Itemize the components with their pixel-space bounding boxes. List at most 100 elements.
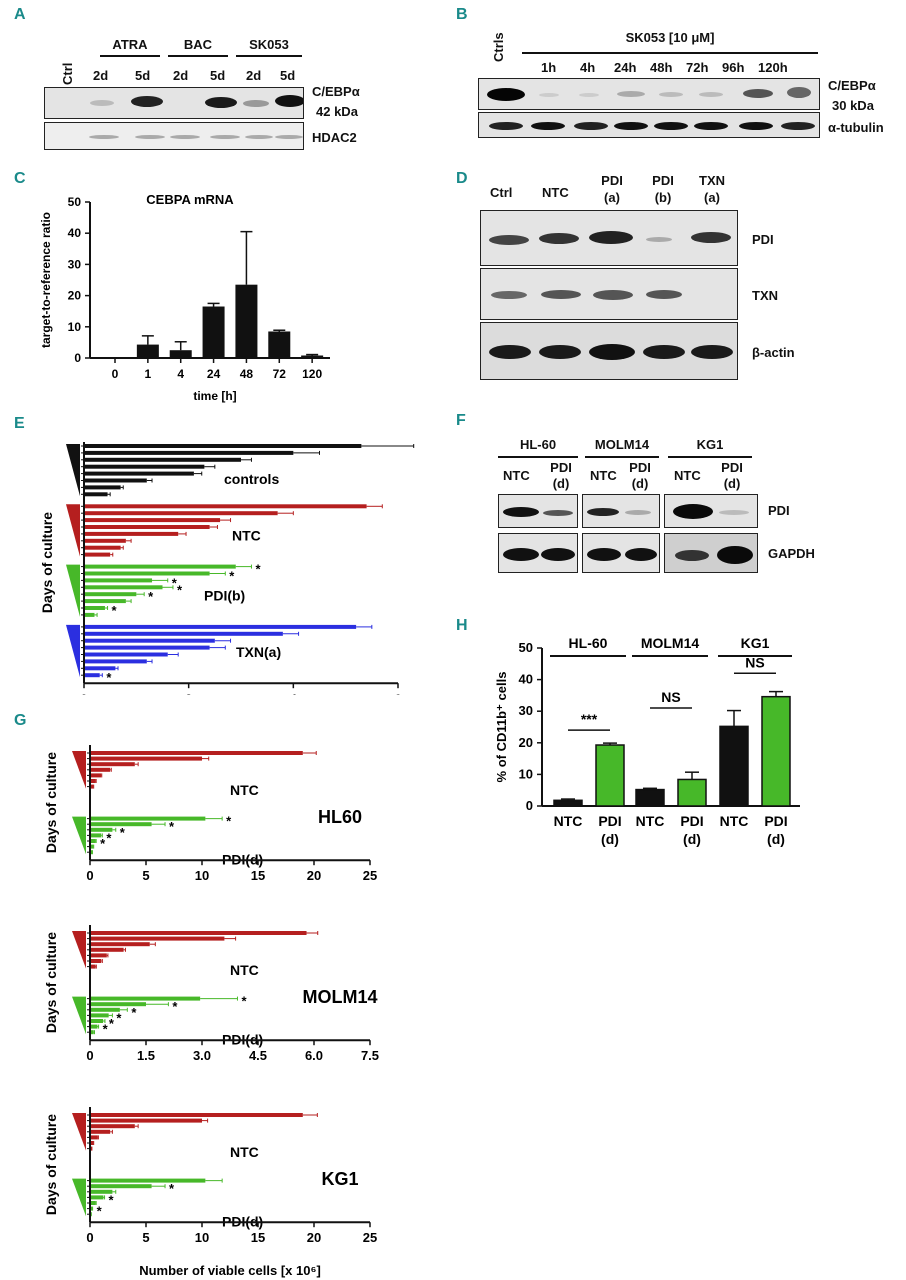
bar — [84, 592, 137, 597]
panel-d-lane-sub: (a) — [704, 190, 720, 205]
cell-line-label: KG1 — [741, 635, 770, 651]
bar — [90, 1129, 111, 1134]
panel-f-rule — [585, 456, 659, 458]
blot-cebpa-42kda — [44, 87, 304, 119]
bar — [595, 744, 625, 807]
x-tick-label: 24 — [207, 367, 221, 381]
panel-a-lane-ctrl: Ctrl — [60, 62, 75, 85]
significance-star: * — [226, 814, 232, 829]
x-axis-label: Number of viable cells [x 10⁶] — [139, 1263, 321, 1278]
significance-star: * — [172, 999, 178, 1014]
bar — [84, 471, 194, 476]
panel-a-row2-label: HDAC2 — [312, 130, 357, 145]
x-tick-label: PDI — [680, 813, 703, 829]
panel-a-lane: 2d — [173, 68, 189, 83]
bar — [90, 1206, 93, 1211]
bar — [301, 355, 324, 358]
x-tick-label: 4.5 — [249, 1048, 267, 1063]
significance-label: *** — [581, 711, 598, 727]
bar — [84, 571, 210, 576]
x-tick-label: 15 — [251, 1230, 265, 1245]
bar — [90, 936, 225, 941]
days-wedge — [72, 996, 86, 1035]
panel-b-lane: 72h — [686, 60, 709, 75]
panel-f-lane-sub: (d) — [552, 476, 570, 491]
blot-f-molm14-gapdh — [582, 533, 660, 573]
days-wedge — [72, 751, 86, 789]
x-tick-label: NTC — [554, 813, 583, 829]
subplot-title: MOLM14 — [302, 987, 377, 1007]
panel-d-lane-sub: (b) — [654, 190, 672, 205]
panel-label-h: H — [456, 617, 468, 634]
chart-e: controlsNTC******PDI(b)*TXN(a)0246Number… — [39, 442, 415, 695]
blot-f-molm14-pdi — [582, 494, 660, 528]
panel-d-lane: PDI — [601, 173, 623, 188]
days-wedge — [72, 1113, 86, 1151]
panel-f-rule — [668, 456, 752, 458]
bar — [84, 631, 283, 636]
bar — [677, 778, 707, 807]
significance-star: * — [131, 1005, 137, 1020]
x-tick-label: 15 — [251, 868, 265, 883]
panel-f-row-label: PDI — [768, 503, 790, 518]
bar — [90, 762, 135, 767]
bar — [90, 1184, 152, 1189]
panel-label-e: E — [14, 415, 25, 432]
bar — [84, 525, 210, 529]
x-tick-label: 6 — [395, 692, 402, 695]
bar — [84, 585, 163, 590]
bar — [90, 773, 102, 778]
group-label: NTC — [230, 1144, 259, 1160]
x-tick-label: 5 — [142, 1230, 149, 1245]
group-label: TXN(a) — [236, 644, 281, 660]
bar — [90, 816, 206, 821]
panel-label-g: G — [14, 712, 27, 729]
panel-f-rule — [498, 456, 578, 458]
bar — [719, 725, 749, 807]
panel-f-lane-sub: (d) — [631, 476, 649, 491]
bar — [90, 1195, 104, 1200]
x-tick-label: PDI — [598, 813, 621, 829]
days-wedge — [72, 816, 86, 855]
y-axis-label: Days of culture — [43, 1114, 59, 1215]
x-tick-label: 0 — [86, 868, 93, 883]
y-tick-label: 50 — [519, 640, 533, 655]
panel-d-row-label: β-actin — [752, 345, 795, 360]
panel-b-lane: 24h — [614, 60, 637, 75]
bar — [90, 839, 96, 843]
panel-b-lane: 1h — [541, 60, 557, 75]
y-axis-label: Days of culture — [39, 512, 55, 613]
bar — [84, 564, 236, 569]
x-tick-label: 10 — [195, 1230, 209, 1245]
bar — [90, 959, 102, 963]
y-axis-label: % of CD11b⁺ cells — [494, 672, 509, 783]
panel-b-rule — [522, 52, 818, 54]
significance-star: * — [109, 1192, 115, 1207]
bar — [90, 942, 150, 947]
panel-b-lane: 4h — [580, 60, 596, 75]
group-label: NTC — [232, 527, 261, 543]
subplot-title: HL60 — [318, 807, 362, 827]
panel-b-lane: 48h — [650, 60, 673, 75]
bar — [90, 767, 111, 772]
days-wedge — [66, 624, 80, 678]
bar — [84, 478, 147, 483]
significance-star: * — [103, 1022, 109, 1037]
bar — [84, 450, 294, 455]
significance-star: * — [148, 589, 154, 604]
y-tick-label: 10 — [519, 766, 533, 781]
panel-f-lane: PDI — [721, 460, 743, 475]
bar — [90, 1007, 120, 1012]
panel-b-lane: 120h — [758, 60, 788, 75]
panel-a-row1-label: C/EBPα — [312, 84, 360, 99]
x-tick-label: 48 — [240, 367, 254, 381]
bar — [84, 666, 116, 671]
y-tick-label: 30 — [519, 703, 533, 718]
blot-f-hl60-gapdh — [498, 533, 578, 573]
chart-title: CEBPA mRNA — [146, 192, 234, 207]
x-tick-label: 6.0 — [305, 1048, 323, 1063]
bar — [84, 518, 221, 523]
x-tick-label: 2 — [185, 692, 192, 695]
panel-a-row1-kda: 42 kDa — [316, 104, 358, 119]
bar — [84, 464, 205, 469]
